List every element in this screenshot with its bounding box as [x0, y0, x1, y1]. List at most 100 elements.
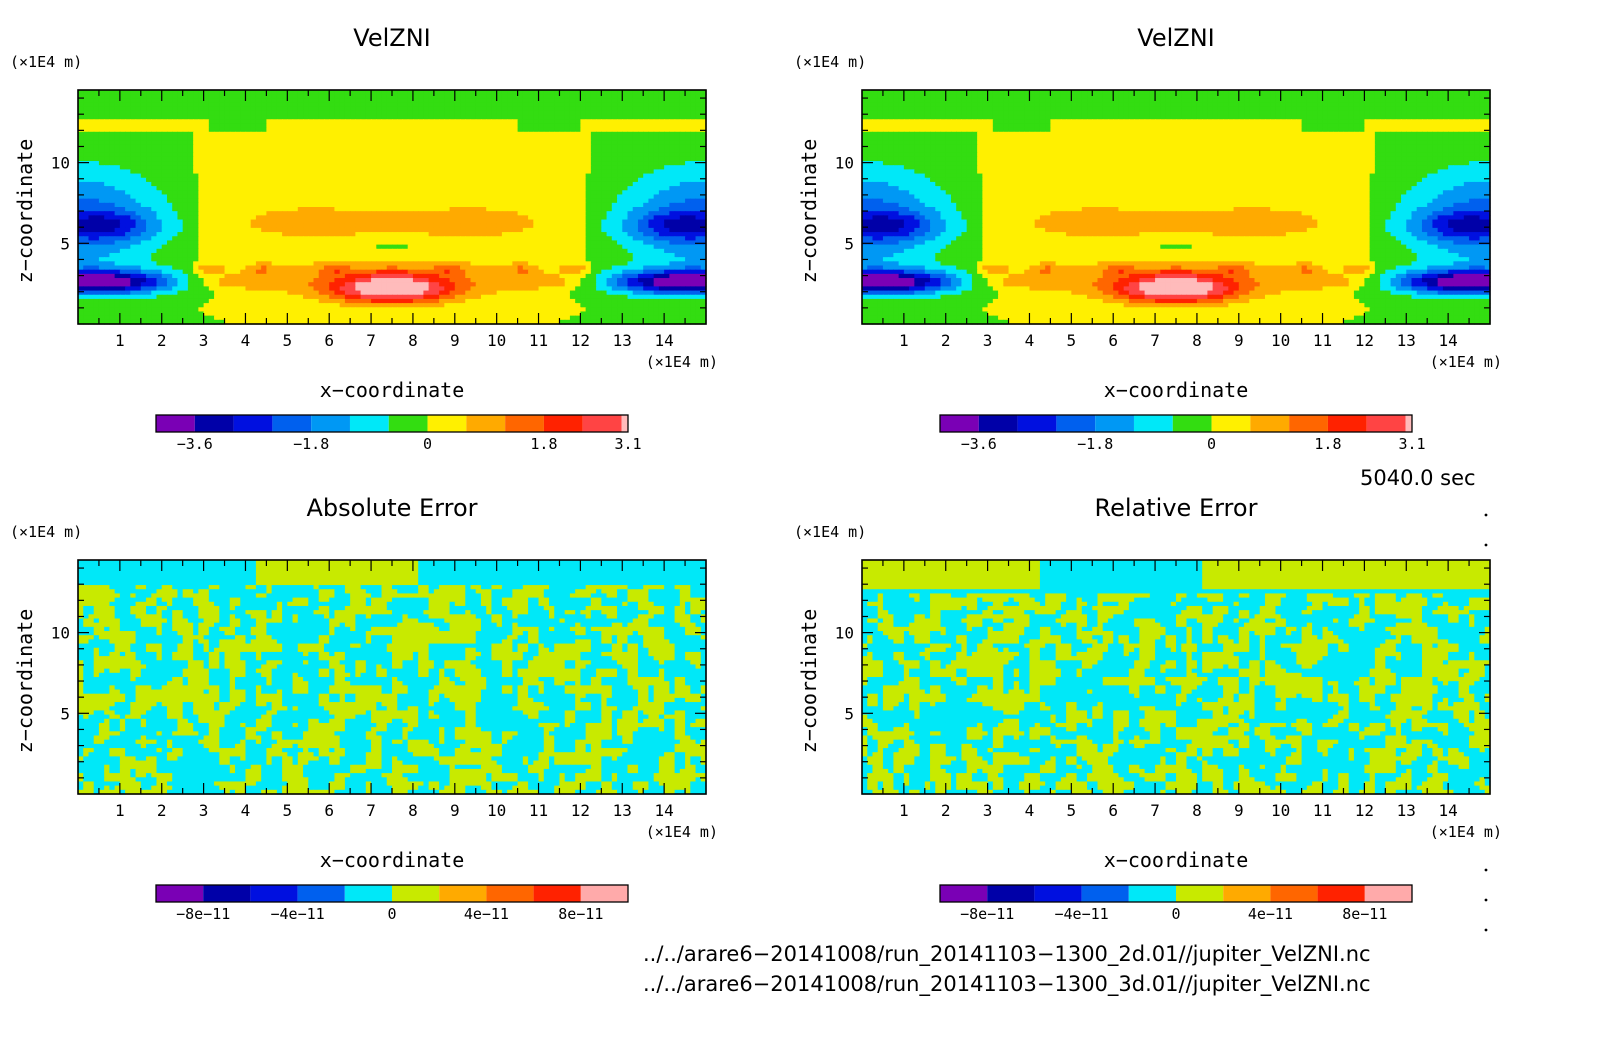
x-axis-label: x−coordinate — [320, 848, 465, 872]
colorbar-swatch — [1176, 885, 1223, 902]
z-unit-label: (×1E4 m) — [794, 53, 866, 71]
colorbar-tick-label: 8e−11 — [558, 905, 603, 923]
colorbar-tick-label: 0 — [387, 905, 396, 923]
colorbar-swatch — [1223, 885, 1270, 902]
x-tick-label: 10 — [1271, 331, 1290, 350]
z-unit-label: (×1E4 m) — [10, 53, 82, 71]
colorbar-swatch — [1328, 415, 1367, 432]
colorbar: −3.6 −1.8 0 1.8 3.1 — [156, 415, 642, 453]
panel-2: VelZNI(×1E4 m)1 2 3 4 5 6 7 8 9 10 11 12 13 14510(×1E… — [794, 24, 1502, 453]
x-tick-label: 2 — [157, 801, 167, 820]
x-tick-label: 9 — [1234, 801, 1244, 820]
x-tick-label: 12 — [1355, 331, 1374, 350]
colorbar: −8e−11 −4e−11 0 4e−11 8e−11 — [940, 885, 1412, 923]
x-tick-label: 8 — [1192, 331, 1202, 350]
colorbar-tick-label: 3.1 — [1398, 435, 1425, 453]
margin-dot — [1485, 929, 1488, 932]
colorbar-swatch — [466, 415, 505, 432]
x-tick-label: 3 — [983, 331, 993, 350]
file-path-3d: ../../arare6−20141008/run_20141103−1300_… — [643, 972, 1371, 996]
x-tick-label: 9 — [450, 801, 460, 820]
colorbar-swatch — [940, 885, 987, 902]
panel-title: VelZNI — [353, 24, 430, 52]
margin-dot — [1485, 514, 1488, 517]
x-axis-label: x−coordinate — [1104, 848, 1249, 872]
z-axis-label: z−coordinate — [797, 139, 821, 284]
file-path-2d: ../../arare6−20141008/run_20141103−1300_… — [643, 942, 1371, 966]
x-tick-label: 10 — [487, 801, 506, 820]
x-tick-label: 5 — [283, 801, 293, 820]
x-tick-label: 3 — [983, 801, 993, 820]
x-tick-label: 8 — [408, 331, 418, 350]
x-tick-label: 9 — [450, 331, 460, 350]
colorbar-swatch — [979, 415, 1018, 432]
x-tick-label: 7 — [1150, 331, 1160, 350]
z-tick-label: 5 — [844, 704, 854, 723]
x-tick-label: 5 — [1067, 801, 1077, 820]
panel-4: Relative Error(×1E4 m)1 2 3 4 5 6 7 8 9 10 11 12 13 1… — [794, 494, 1502, 923]
colorbar-tick-label: 1.8 — [530, 435, 557, 453]
z-tick-label: 5 — [60, 704, 70, 723]
colorbar-swatch — [311, 415, 350, 432]
x-tick-label: 13 — [1397, 331, 1416, 350]
colorbar-tick-label: 0 — [1207, 435, 1216, 453]
x-tick-label: 3 — [199, 331, 209, 350]
z-tick-label: 10 — [835, 154, 854, 173]
panel-title: VelZNI — [1137, 24, 1214, 52]
colorbar-swatch — [1129, 885, 1176, 902]
x-tick-label: 11 — [529, 331, 548, 350]
colorbar-swatch — [1018, 415, 1057, 432]
z-axis-label: z−coordinate — [797, 609, 821, 754]
colorbar-swatch — [1082, 885, 1129, 902]
x-tick-label: 4 — [241, 331, 251, 350]
x-tick-label: 6 — [324, 801, 334, 820]
colorbar-swatch — [250, 885, 297, 902]
x-tick-label: 11 — [1313, 331, 1332, 350]
colorbar-tick-label: −1.8 — [293, 435, 329, 453]
colorbar-swatch — [156, 415, 195, 432]
colorbar-tick-label: 0 — [423, 435, 432, 453]
colorbar-tick-label: −4e−11 — [271, 905, 325, 923]
colorbar-tick-label: −3.6 — [177, 435, 213, 453]
colorbar-swatch — [583, 415, 622, 432]
x-tick-label: 13 — [1397, 801, 1416, 820]
x-tick-label: 7 — [1150, 801, 1160, 820]
z-tick-label: 10 — [835, 624, 854, 643]
x-tick-label: 6 — [1108, 331, 1118, 350]
colorbar-swatch — [298, 885, 345, 902]
colorbar-swatch — [392, 885, 439, 902]
margin-dot — [1485, 544, 1488, 547]
x-tick-label: 11 — [1313, 801, 1332, 820]
colorbar-swatch — [486, 885, 533, 902]
colorbar-tick-label: 4e−11 — [1248, 905, 1293, 923]
x-tick-label: 12 — [571, 331, 590, 350]
z-unit-label: (×1E4 m) — [794, 523, 866, 541]
colorbar-tick-label: −1.8 — [1077, 435, 1113, 453]
colorbar-swatch — [1270, 885, 1317, 902]
colorbar-swatch — [987, 885, 1034, 902]
x-tick-label: 13 — [613, 331, 632, 350]
time-label: 5040.0 sec — [1360, 466, 1476, 490]
colorbar-tick-label: −4e−11 — [1055, 905, 1109, 923]
x-tick-label: 2 — [941, 801, 951, 820]
z-axis-label: z−coordinate — [13, 609, 37, 754]
x-tick-label: 14 — [1439, 801, 1458, 820]
x-tick-label: 13 — [613, 801, 632, 820]
colorbar-swatch — [350, 415, 389, 432]
z-tick-label: 5 — [844, 234, 854, 253]
colorbar-swatch — [345, 885, 392, 902]
z-tick-label: 10 — [51, 624, 70, 643]
heatmap-field — [862, 560, 1491, 795]
colorbar-swatch — [234, 415, 273, 432]
panel-1: VelZNI(×1E4 m)1 2 3 4 5 6 7 8 9 10 11 12 13 14510(×1E… — [10, 24, 718, 453]
x-tick-label: 10 — [487, 331, 506, 350]
colorbar-swatch — [1250, 415, 1289, 432]
colorbar-swatch — [1289, 415, 1328, 432]
colorbar-swatch — [1365, 885, 1412, 902]
x-tick-label: 4 — [1025, 331, 1035, 350]
x-unit-label: (×1E4 m) — [646, 353, 718, 371]
x-axis-label: x−coordinate — [320, 378, 465, 402]
z-axis-label: z−coordinate — [13, 139, 37, 284]
x-tick-label: 5 — [1067, 331, 1077, 350]
